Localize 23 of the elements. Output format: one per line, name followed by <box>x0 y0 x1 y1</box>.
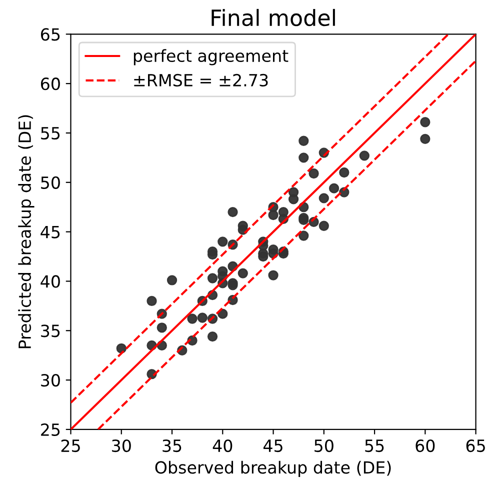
x-tick-label: 25 <box>61 439 80 452</box>
chart-title: Final model <box>212 8 335 26</box>
y-tick-label: 50 <box>41 176 60 189</box>
x-tick-label: 30 <box>112 439 131 452</box>
y-tick-label: 45 <box>40 226 60 238</box>
x-tick-label: 45 <box>263 440 282 452</box>
x-tick-label: 50 <box>314 439 334 452</box>
y-tick-label: 40 <box>40 275 60 288</box>
y-tick-label: 25 <box>41 423 60 436</box>
legend-label: ±RMSE = ±2.73 <box>134 74 268 87</box>
y-axis-title: Predicted breakup date (DE) <box>18 115 34 348</box>
x-tick-label: 35 <box>162 439 182 452</box>
legend-label: perfect agreement <box>134 49 288 66</box>
y-tick-label: 65 <box>40 28 60 41</box>
x-tick-label: 40 <box>212 439 232 452</box>
y-tick-label: 55 <box>41 127 60 140</box>
x-tick-label: 60 <box>416 439 435 452</box>
y-tick-label: 60 <box>40 78 60 90</box>
y-tick-label: 30 <box>41 374 60 387</box>
x-tick-label: 55 <box>365 440 384 452</box>
y-tick-label: 35 <box>41 324 60 338</box>
x-axis-title: Observed breakup date (DE) <box>155 460 391 477</box>
x-tick-label: 65 <box>466 439 485 452</box>
